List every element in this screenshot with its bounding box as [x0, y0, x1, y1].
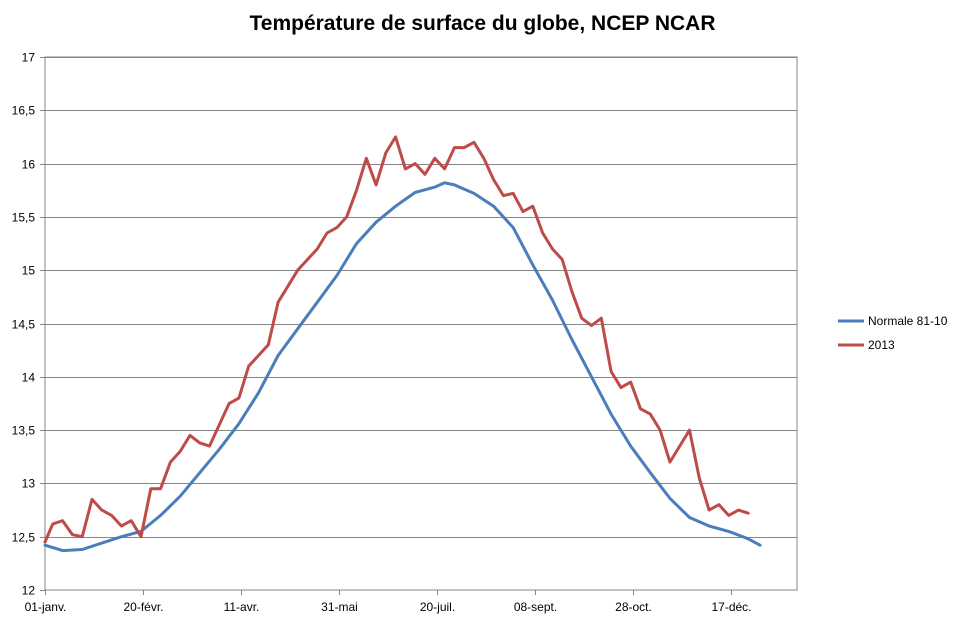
y-tick-label: 14,5 — [12, 318, 36, 332]
legend-label: 2013 — [868, 338, 895, 352]
y-tick-label: 14 — [22, 371, 36, 385]
y-axis-ticks: 12 12,5 13 13,5 14 14,5 15 15,5 16 16,5 17 — [12, 51, 45, 598]
x-tick-label: 20-févr. — [123, 600, 163, 614]
plot-area — [44, 56, 798, 591]
x-axis-ticks: 01-janv. 20-févr. 11-avr. 31-mai 20-juil. 08-… — [25, 590, 752, 614]
y-tick-label: 16 — [22, 158, 36, 172]
y-tick-label: 15 — [22, 264, 36, 278]
x-tick-label: 20-juil. — [420, 600, 455, 614]
y-tick-label: 15,5 — [12, 211, 36, 225]
y-tick-label: 17 — [22, 51, 36, 65]
legend: Normale 81-10 2013 — [838, 314, 948, 352]
legend-label: Normale 81-10 — [868, 314, 948, 328]
x-tick-label: 11-avr. — [224, 600, 260, 614]
chart-title: Température de surface du globe, NCEP NC… — [249, 12, 716, 35]
x-tick-label: 17-déc. — [711, 600, 751, 614]
y-tick-label: 13 — [22, 477, 36, 491]
x-tick-label: 01-janv. — [25, 600, 67, 614]
gridlines — [45, 57, 797, 538]
y-tick-label: 12 — [22, 584, 36, 598]
x-tick-label: 08-sept. — [514, 600, 557, 614]
y-tick-label: 13,5 — [12, 424, 36, 438]
y-tick-label: 12,5 — [12, 531, 36, 545]
series-line-0 — [43, 181, 762, 553]
series-line-1 — [43, 135, 750, 544]
x-tick-label: 28-oct. — [615, 600, 652, 614]
y-tick-label: 16,5 — [12, 104, 36, 118]
x-tick-label: 31-mai — [321, 600, 358, 614]
series-lines — [43, 135, 762, 553]
